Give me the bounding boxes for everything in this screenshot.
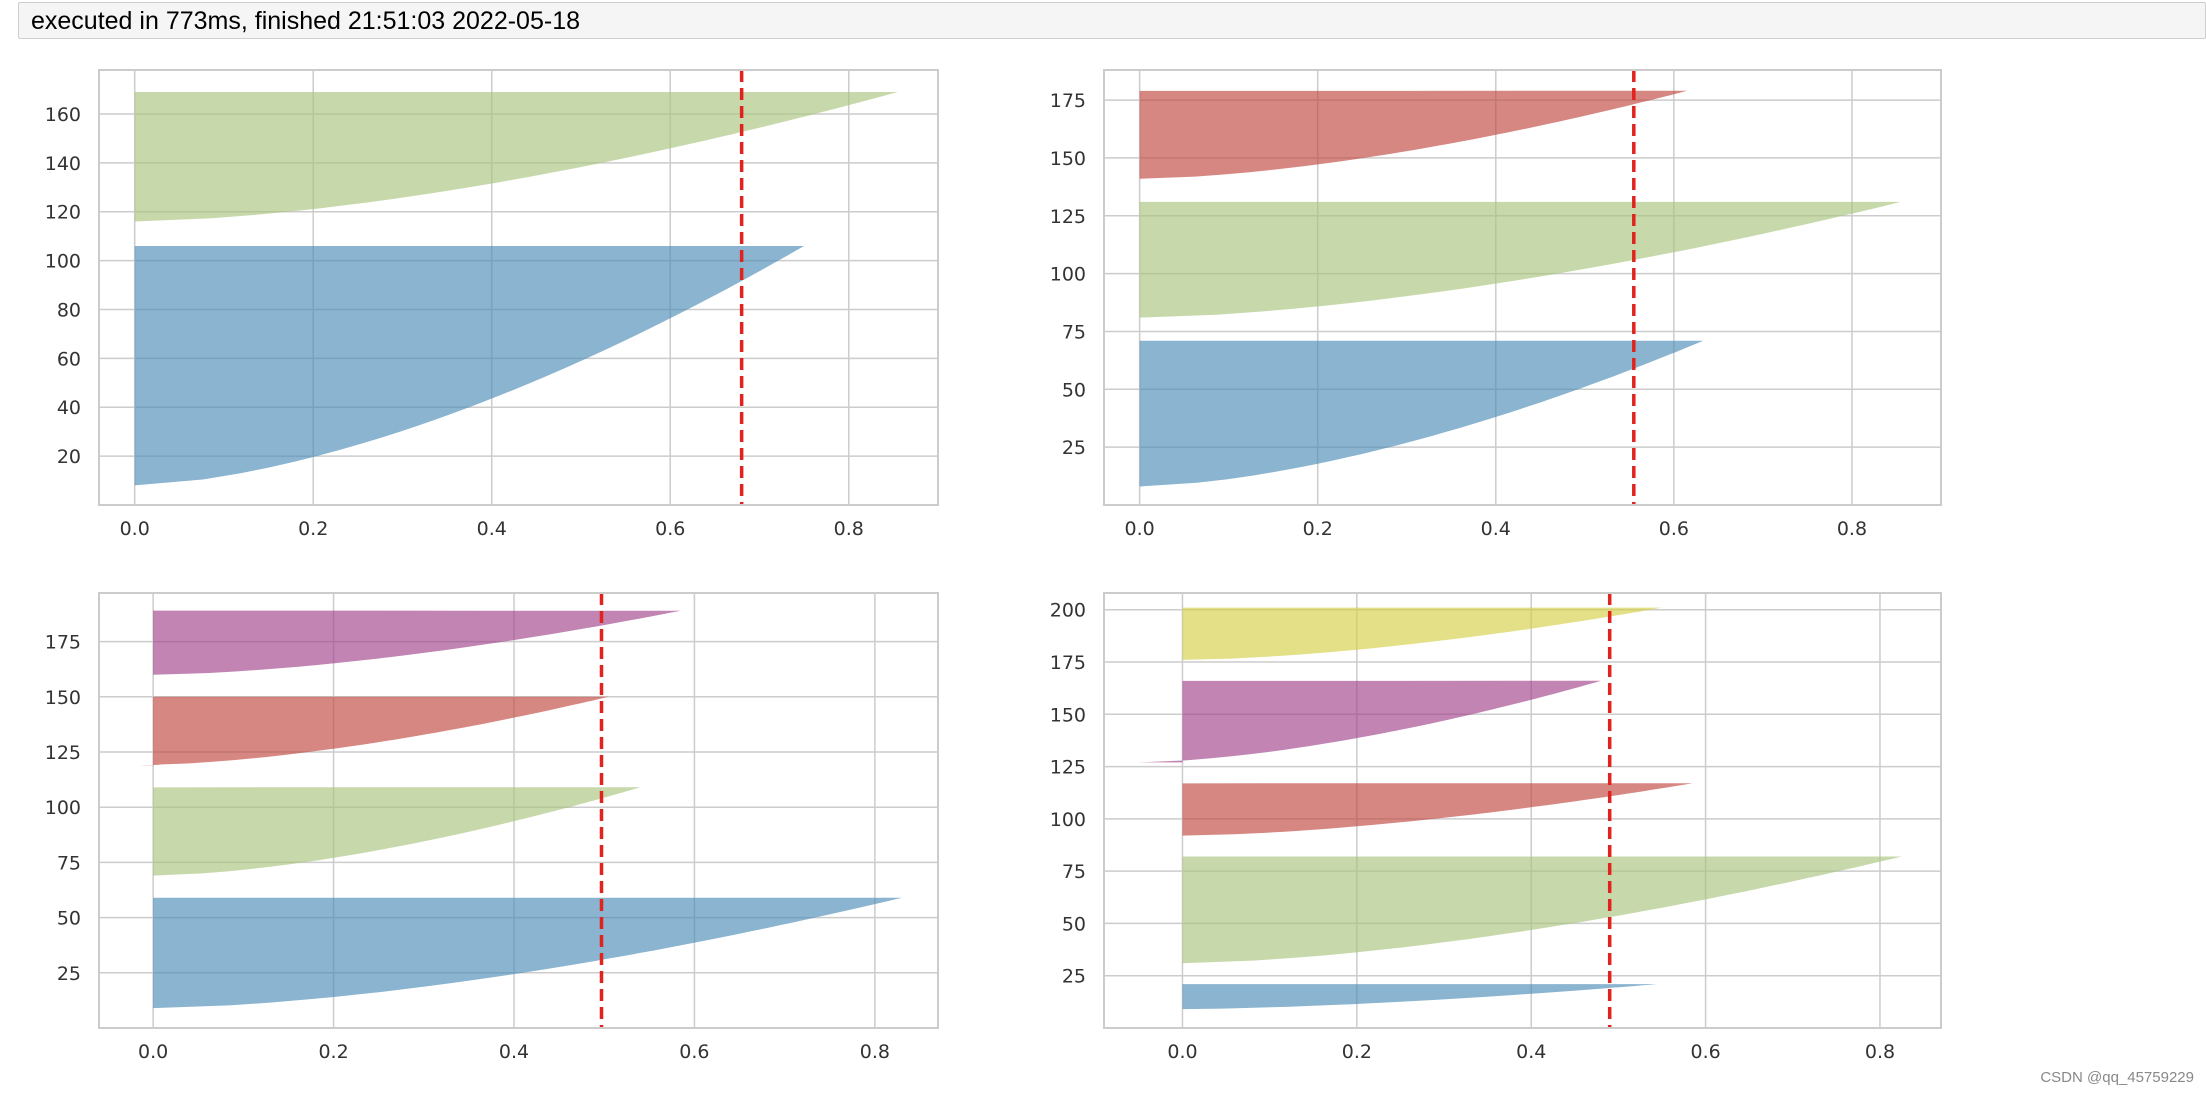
- cluster-2-green-silhouette: [1182, 856, 1902, 964]
- y-tick-label: 25: [57, 963, 81, 985]
- x-tick-label: 0.6: [679, 1041, 709, 1063]
- y-tick-label: 150: [45, 687, 81, 709]
- x-tick-label: 0.6: [1690, 1041, 1720, 1063]
- y-tick-label: 20: [57, 446, 81, 468]
- x-tick-label: 0.8: [1837, 518, 1867, 540]
- cluster-1-blue-silhouette: [1139, 340, 1704, 487]
- y-tick-label: 120: [45, 202, 81, 224]
- plot-frame: [1103, 592, 1942, 1029]
- cluster-1-blue-silhouette: [153, 897, 902, 1009]
- y-tick-label: 25: [1062, 437, 1086, 459]
- execution-status-bar: executed in 773ms, finished 21:51:03 202…: [18, 2, 2206, 39]
- plot-frame: [98, 69, 939, 506]
- plot-frame: [98, 592, 939, 1029]
- y-tick-label: 175: [1050, 90, 1086, 112]
- y-tick-label: 125: [1050, 757, 1086, 779]
- cluster-3-red-silhouette: [1182, 783, 1693, 836]
- x-tick-label: 0.8: [834, 518, 864, 540]
- cluster-3-red-silhouette: [1139, 90, 1688, 179]
- x-tick-label: 0.6: [655, 518, 685, 540]
- y-tick-label: 125: [1050, 206, 1086, 228]
- y-tick-label: 175: [1050, 652, 1086, 674]
- y-tick-label: 50: [1062, 379, 1086, 401]
- cluster-1-blue-silhouette: [134, 245, 805, 486]
- y-tick-label: 25: [1062, 966, 1086, 988]
- y-tick-label: 150: [1050, 704, 1086, 726]
- x-tick-label: 0.2: [318, 1041, 348, 1063]
- watermark: CSDN @qq_45759229: [2040, 1069, 2194, 1086]
- y-tick-label: 80: [57, 299, 81, 321]
- cluster-2-green-silhouette: [1139, 201, 1901, 318]
- x-tick-label: 0.2: [1303, 518, 1333, 540]
- x-tick-label: 0.0: [138, 1041, 168, 1063]
- y-tick-label: 75: [57, 852, 81, 874]
- y-tick-label: 40: [57, 397, 81, 419]
- y-tick-label: 160: [45, 104, 81, 126]
- y-tick-label: 100: [45, 797, 81, 819]
- y-tick-label: 100: [1050, 809, 1086, 831]
- y-tick-label: 75: [1062, 861, 1086, 883]
- y-tick-label: 125: [45, 742, 81, 764]
- y-tick-label: 140: [45, 153, 81, 175]
- y-tick-label: 150: [1050, 148, 1086, 170]
- y-tick-label: 100: [45, 251, 81, 273]
- cluster-1-blue-silhouette: [1173, 984, 1658, 1010]
- y-tick-label: 100: [1050, 264, 1086, 286]
- x-tick-label: 0.8: [860, 1041, 890, 1063]
- cluster-5-yellow-silhouette: [1182, 607, 1662, 660]
- y-tick-label: 200: [1050, 600, 1086, 622]
- x-tick-label: 0.4: [499, 1041, 529, 1063]
- x-tick-label: 0.4: [477, 518, 507, 540]
- y-tick-label: 175: [45, 632, 81, 654]
- x-tick-label: 0.2: [298, 518, 328, 540]
- x-tick-label: 0.4: [1481, 518, 1511, 540]
- cluster-2-green-silhouette: [153, 787, 641, 876]
- cluster-2-green-silhouette: [134, 91, 898, 222]
- silhouette-panel-4: 0.0 0.2 0.4 0.6 0.8 25 50 75 100 125 150 175 200: [1050, 592, 1942, 1063]
- x-tick-label: 0.6: [1659, 518, 1689, 540]
- plot-frame: [1103, 69, 1942, 506]
- silhouette-panel-3: 0.0 0.2 0.4 0.6 0.8 25 50 75 100 125 150 175: [45, 592, 939, 1063]
- silhouette-panel-2: 0.0 0.2 0.4 0.6 0.8 25 50 75 100 125 150 175: [1050, 69, 1942, 540]
- y-tick-label: 75: [1062, 321, 1086, 343]
- x-tick-label: 0.0: [1167, 1041, 1197, 1063]
- cluster-4-purple-silhouette: [1138, 680, 1601, 763]
- silhouette-panel-1: 0.0 0.2 0.4 0.6 0.8 20 40 60 80 100 120 140 160: [45, 69, 939, 540]
- cluster-3-red-silhouette: [139, 696, 609, 766]
- x-tick-label: 0.2: [1342, 1041, 1372, 1063]
- y-tick-label: 50: [1062, 913, 1086, 935]
- y-tick-label: 60: [57, 348, 81, 370]
- execution-status-text: executed in 773ms, finished 21:51:03 202…: [31, 7, 580, 35]
- y-tick-label: 50: [57, 908, 81, 930]
- x-tick-label: 0.8: [1865, 1041, 1895, 1063]
- x-tick-label: 0.4: [1516, 1041, 1546, 1063]
- x-tick-label: 0.0: [120, 518, 150, 540]
- cluster-4-purple-silhouette: [153, 610, 681, 675]
- x-tick-label: 0.0: [1125, 518, 1155, 540]
